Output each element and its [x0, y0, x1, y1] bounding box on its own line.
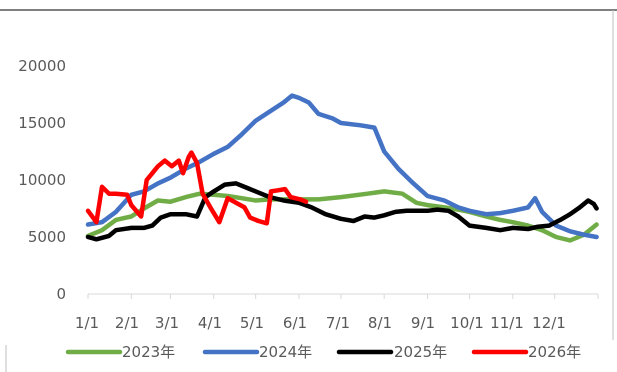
y-tick-label: 10000: [18, 171, 66, 189]
series-line-2: [85, 93, 599, 240]
x-tick-label: 5/1: [240, 314, 264, 332]
series-line-4: [85, 150, 309, 226]
x-tick-label: 6/1: [283, 314, 307, 332]
x-tick-label: 4/1: [198, 314, 222, 332]
x-tick-label: 11/1: [490, 314, 524, 332]
x-tick-label: 9/1: [411, 314, 435, 332]
series-line-3: [85, 181, 599, 242]
y-tick-label: 0: [56, 285, 66, 303]
x-tick-label: 1/1: [75, 314, 99, 332]
legend-label: 2025年: [394, 343, 447, 361]
x-tick-label: 12/1: [532, 314, 566, 332]
y-axis: 0 5000 10000 15000 20000: [18, 57, 66, 303]
x-tick-label: 7/1: [326, 314, 350, 332]
x-axis: 1/1 2/1 3/1 4/1 5/1 6/1 7/1 8/1 9/1 10/1 11/1 12/1: [75, 293, 599, 332]
x-tick-label: 3/1: [155, 314, 179, 332]
y-tick-label: 5000: [28, 228, 66, 246]
y-tick-label: 15000: [18, 114, 66, 132]
x-tick-label: 8/1: [368, 314, 392, 332]
legend-label: 2024年: [259, 343, 312, 361]
series-line-1: [85, 189, 599, 243]
legend-label: 2026年: [528, 343, 581, 361]
x-tick-label: 2/1: [115, 314, 139, 332]
legend-label: 2023年: [122, 343, 175, 361]
legend: 2023年 2024年 2025年 2026年: [65, 343, 581, 361]
y-tick-label: 20000: [18, 57, 66, 75]
series-layer: [85, 93, 599, 243]
x-tick-label: 10/1: [450, 314, 484, 332]
